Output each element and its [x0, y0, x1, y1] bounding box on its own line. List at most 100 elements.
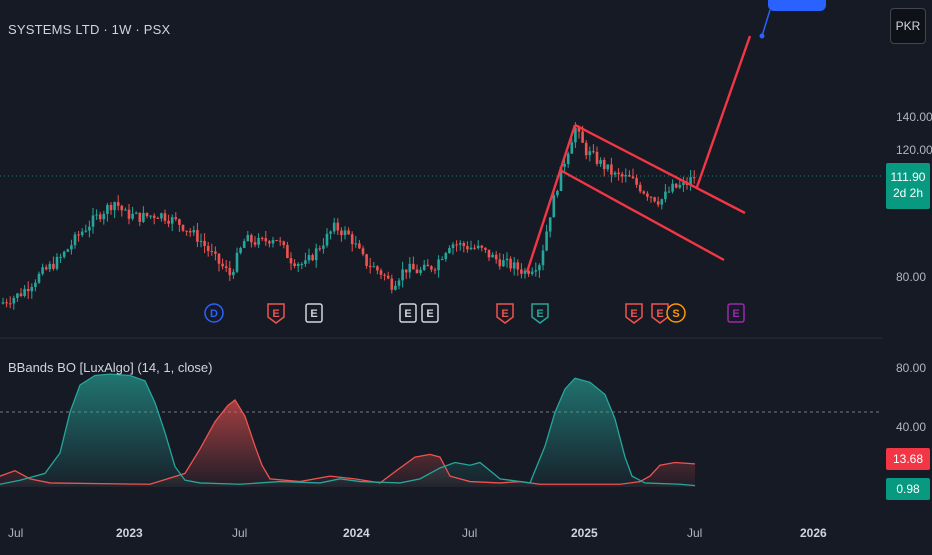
candle-body — [48, 263, 52, 270]
candle — [268, 239, 271, 248]
candle — [624, 168, 628, 183]
event-marker-earnings-upcoming[interactable]: E — [727, 303, 745, 323]
candle-body — [52, 263, 55, 269]
candle — [8, 296, 12, 309]
candle-body — [498, 259, 502, 267]
candle-body — [678, 184, 682, 188]
candle-body — [142, 212, 145, 222]
candle — [498, 253, 502, 270]
candle-body — [451, 244, 455, 249]
candle-body — [206, 245, 210, 252]
candle — [210, 243, 214, 256]
candle-body — [581, 131, 584, 143]
candle — [649, 196, 653, 203]
marker-letter: S — [672, 308, 679, 320]
channel-upper-line — [574, 123, 746, 215]
event-marker-earnings-neutral[interactable]: E — [421, 303, 439, 323]
time-label: Jul — [8, 526, 24, 540]
candle — [44, 264, 48, 271]
candle-body — [127, 209, 131, 219]
candle — [160, 212, 163, 222]
candle — [548, 217, 552, 238]
candle-body — [268, 241, 271, 244]
candle-body — [667, 191, 671, 193]
candle — [664, 183, 667, 203]
event-marker-earnings-miss[interactable]: E — [625, 303, 643, 324]
candle — [120, 204, 124, 217]
candle — [343, 226, 347, 240]
candle-body — [354, 243, 358, 245]
candle-body — [376, 266, 379, 271]
candle-body — [566, 153, 570, 164]
candle — [88, 220, 91, 238]
candle — [617, 168, 620, 181]
candle-body — [106, 205, 109, 214]
candle-body — [476, 245, 480, 249]
candle-body — [196, 230, 199, 242]
event-marker-earnings-neutral[interactable]: E — [305, 303, 323, 323]
time-label: 2023 — [116, 526, 143, 540]
currency-button[interactable]: PKR — [890, 8, 926, 44]
indicator-pane[interactable] — [0, 373, 696, 487]
event-marker-earnings-neutral[interactable]: E — [399, 303, 417, 323]
candle-body — [203, 240, 206, 246]
candle — [296, 262, 300, 272]
callout-pointer — [761, 9, 771, 37]
candle-body — [70, 245, 73, 250]
candle-body — [631, 176, 635, 179]
candle-body — [224, 266, 228, 268]
candle — [602, 157, 606, 177]
candle-body — [170, 217, 174, 224]
candle — [109, 202, 113, 215]
candle-body — [430, 266, 433, 270]
candle-body — [649, 196, 653, 198]
candle-body — [437, 259, 440, 271]
event-marker-split[interactable]: S — [666, 303, 686, 323]
candlestick-series[interactable] — [1, 122, 696, 310]
candle — [484, 247, 487, 253]
candle — [178, 218, 181, 232]
candle — [566, 151, 570, 168]
time-label: 2025 — [571, 526, 598, 540]
symbol-title[interactable]: SYSTEMS LTD · 1W · PSX — [8, 22, 171, 37]
marker-letter: E — [426, 308, 433, 320]
event-marker-earnings-miss[interactable]: E — [267, 303, 285, 324]
candle — [613, 171, 617, 178]
bear-line — [0, 399, 696, 485]
callout-tag[interactable] — [768, 0, 826, 11]
candle-body — [246, 235, 250, 242]
candle-body — [656, 201, 660, 205]
candle — [62, 250, 66, 259]
candle — [347, 227, 350, 235]
candle — [678, 179, 682, 190]
candle-body — [19, 293, 23, 297]
candle-body — [538, 265, 541, 271]
candle — [167, 214, 170, 228]
candle-body — [109, 205, 113, 211]
candle-body — [390, 278, 394, 290]
candle — [656, 196, 660, 208]
candle — [98, 211, 102, 223]
candle-body — [282, 241, 286, 246]
indicator-title[interactable]: BBands BO [LuxAlgo] (14, 1, close) — [8, 360, 213, 375]
candle — [444, 251, 448, 262]
event-marker-dividend[interactable]: D — [204, 303, 224, 323]
time-label: 2026 — [800, 526, 827, 540]
candle — [469, 240, 473, 251]
drawing-tools[interactable] — [525, 9, 771, 273]
flagpole-line — [525, 124, 577, 273]
candle — [163, 209, 167, 225]
candle-body — [595, 151, 599, 164]
candle — [545, 224, 548, 252]
candle — [458, 240, 462, 251]
candle-body — [624, 175, 628, 177]
candle-body — [674, 183, 678, 188]
event-marker-earnings-miss[interactable]: E — [651, 303, 669, 324]
candle — [390, 274, 394, 294]
event-marker-earnings-miss[interactable]: E — [496, 303, 514, 324]
event-marker-earnings-beat[interactable]: E — [531, 303, 549, 324]
candle — [667, 186, 671, 193]
